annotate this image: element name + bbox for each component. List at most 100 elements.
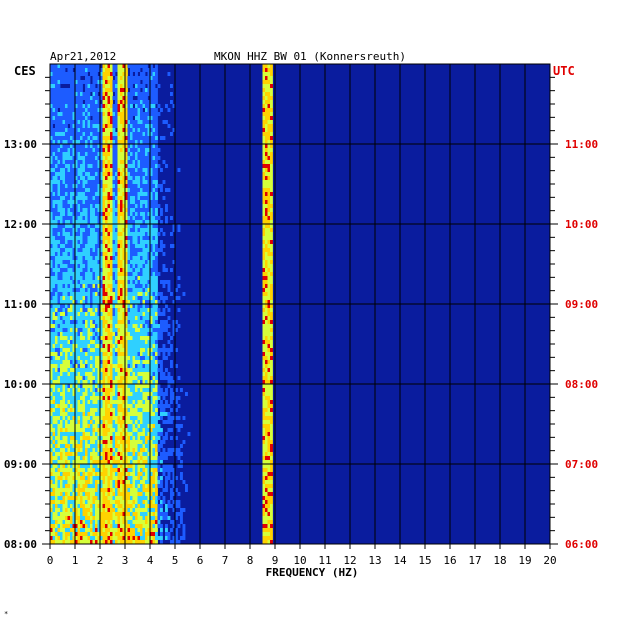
heatmap-cell (85, 168, 88, 172)
heatmap-cell (262, 196, 266, 200)
heatmap-cell (65, 160, 68, 164)
heatmap-cell (157, 416, 161, 420)
heatmap-cell (82, 268, 86, 272)
heatmap-cell (52, 384, 56, 388)
heatmap-cell (117, 124, 121, 128)
heatmap-cell (82, 80, 86, 84)
heatmap-cell (115, 388, 118, 392)
heatmap-cell (120, 216, 123, 220)
heatmap-cell (145, 164, 148, 168)
heatmap-cell (135, 288, 138, 292)
heatmap-cell (92, 96, 96, 100)
heatmap-cell (102, 308, 106, 312)
heatmap-cell (147, 216, 151, 220)
heatmap-cell (155, 116, 158, 120)
heatmap-cell (127, 76, 131, 80)
heatmap-cell (80, 192, 83, 196)
heatmap-cell (82, 404, 86, 408)
heatmap-cell (137, 388, 141, 392)
heatmap-cell (105, 364, 108, 368)
heatmap-cell (82, 324, 86, 328)
heatmap-cell (62, 416, 66, 420)
heatmap-cell (145, 244, 148, 248)
heatmap-cell (80, 272, 83, 276)
heatmap-cell (102, 124, 106, 128)
heatmap-cell (135, 284, 138, 288)
heatmap-cell (90, 132, 93, 136)
heatmap-cell (270, 80, 273, 84)
heatmap-cell (72, 196, 76, 200)
heatmap-cell (62, 112, 66, 116)
heatmap-cell (52, 344, 56, 348)
heatmap-cell (100, 448, 103, 452)
heatmap-cell (122, 388, 126, 392)
heatmap-cell (147, 364, 151, 368)
heatmap-cell (105, 68, 108, 72)
heatmap-cell (152, 96, 156, 100)
heatmap-cell (67, 272, 71, 276)
heatmap-cell (122, 304, 126, 308)
heatmap-cell (127, 212, 131, 216)
heatmap-cell (135, 260, 138, 264)
heatmap-cell (127, 244, 131, 248)
heatmap-cell (57, 412, 61, 416)
heatmap-cell (100, 256, 103, 260)
heatmap-cell (270, 328, 273, 332)
heatmap-cell (142, 436, 146, 440)
heatmap-cell (265, 152, 268, 156)
heatmap-cell (160, 312, 163, 316)
heatmap-cell (57, 284, 61, 288)
heatmap-cell (75, 244, 78, 248)
heatmap-cell (265, 76, 268, 80)
heatmap-cell (155, 284, 158, 288)
heatmap-cell (157, 184, 161, 188)
heatmap-cell (162, 320, 166, 324)
heatmap-cell (262, 192, 266, 196)
heatmap-cell (162, 456, 166, 460)
heatmap-cell (97, 120, 101, 124)
heatmap-cell (62, 208, 66, 212)
heatmap-cell (117, 236, 121, 240)
heatmap-cell (152, 76, 156, 80)
heatmap-cell (125, 452, 128, 456)
heatmap-cell (70, 156, 73, 160)
heatmap-cell (85, 172, 88, 176)
heatmap-cell (85, 196, 88, 200)
heatmap-cell (130, 372, 133, 376)
heatmap-cell (97, 88, 101, 92)
heatmap-cell (62, 200, 66, 204)
heatmap-cell (155, 416, 158, 420)
heatmap-cell (112, 244, 116, 248)
heatmap-cell (127, 228, 131, 232)
heatmap-cell (132, 272, 136, 276)
heatmap-cell (92, 308, 96, 312)
heatmap-cell (107, 188, 111, 192)
heatmap-cell (107, 92, 111, 96)
heatmap-cell (77, 224, 81, 228)
heatmap-cell (62, 260, 66, 264)
heatmap-cell (160, 460, 163, 464)
heatmap-cell (122, 184, 126, 188)
heatmap-cell (125, 76, 128, 80)
heatmap-cell (135, 292, 138, 296)
heatmap-cell (150, 84, 153, 88)
heatmap-cell (127, 416, 131, 420)
heatmap-cell (155, 424, 158, 428)
heatmap-cell (132, 196, 136, 200)
heatmap-cell (262, 72, 266, 76)
heatmap-cell (92, 344, 96, 348)
heatmap-cell (182, 416, 186, 420)
heatmap-cell (117, 424, 121, 428)
heatmap-cell (62, 252, 66, 256)
heatmap-cell (127, 192, 131, 196)
heatmap-cell (102, 104, 106, 108)
heatmap-cell (67, 80, 71, 84)
heatmap-cell (142, 348, 146, 352)
heatmap-cell (150, 152, 153, 156)
heatmap-cell (105, 412, 108, 416)
heatmap-cell (97, 312, 101, 316)
heatmap-cell (267, 264, 271, 268)
heatmap-cell (165, 324, 168, 328)
heatmap-cell (165, 404, 168, 408)
heatmap-cell (80, 464, 83, 468)
